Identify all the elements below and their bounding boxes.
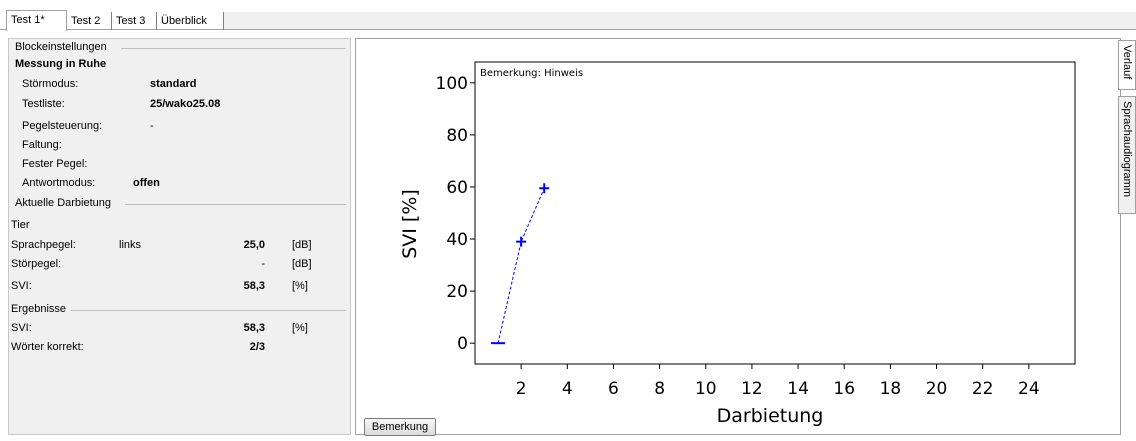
x-tick-label: 6 [608,379,619,399]
tab-bar: Test 1* Test 2 Test 3 Überblick [0,0,1136,34]
tab-sprachaudiogramm[interactable]: Sprachaudiogramm [1118,96,1136,214]
setting-label: Antwortmodus: [22,177,96,189]
result-label: SVI: [11,322,32,334]
tab-test-3[interactable]: Test 3 [112,12,157,30]
chart-annotation: Bemerkung: Hinweis [480,68,583,79]
current-unit: [dB] [292,258,312,270]
result-value: 58,3 [243,322,265,334]
tab-bar-line [0,29,1136,30]
x-tick-label: 2 [516,379,527,399]
y-tick-label: 20 [446,282,468,302]
y-ticks: 0 20 40 60 80 100 [436,74,475,354]
x-tick-label: 16 [833,379,855,399]
tab-verlauf[interactable]: Verlauf [1118,40,1136,90]
divider [121,48,346,49]
current-value: 58,3 [243,280,265,292]
y-tick-label: 80 [446,126,468,146]
plot-frame [474,61,1076,365]
block-settings-title: Blockeinstellungen [15,41,107,53]
results-title: Ergebnisse [11,303,67,315]
y-tick-label: 100 [436,74,468,94]
tab-test-2[interactable]: Test 2 [67,12,112,30]
result-label: Wörter korrekt: [11,341,84,353]
setting-value: 25/wako25.08 [150,98,221,110]
y-tick-label: 60 [446,178,468,198]
setting-value: - [150,120,154,132]
settings-panel: Blockeinstellungen Messung in Ruhe Störm… [8,38,351,435]
x-tick-label: 24 [1018,379,1040,399]
mode-title: Messung in Ruhe [15,58,107,70]
x-tick-label: 14 [787,379,809,399]
setting-label: Störmodus: [22,78,79,90]
setting-label: Testliste: [22,98,65,110]
tab-sprachaudiogramm-label: Sprachaudiogramm [1121,101,1133,197]
x-tick-label: 20 [926,379,948,399]
data-point [516,236,527,247]
x-tick-label: 22 [972,379,994,399]
series-line [497,188,545,344]
x-tick-label: 8 [654,379,665,399]
setting-label: Pegelsteuerung: [22,120,103,132]
current-value: 25,0 [243,239,265,251]
tab-ueberblick[interactable]: Überblick [157,12,224,30]
setting-value: standard [150,78,197,90]
x-tick-label: 12 [741,379,763,399]
current-label: Störpegel: [11,258,62,270]
bemerkung-button[interactable]: Bemerkung [364,418,436,436]
y-tick-label: 40 [446,230,468,250]
current-label: SVI: [11,280,32,292]
divider [71,310,346,311]
result-value: 2/3 [249,341,265,353]
x-ticks: 2 4 6 8 10 12 14 16 18 20 22 24 [516,364,1040,399]
setting-label: Faltung: [22,139,62,151]
x-tick-label: 4 [562,379,573,399]
tab-verlauf-label: Verlauf [1121,45,1133,80]
result-unit: [%] [292,322,308,334]
tab-bar-background [224,12,1136,30]
current-unit: [dB] [292,239,312,251]
setting-label: Fester Pegel: [22,158,88,170]
series [491,183,550,345]
y-axis-label: SVI [%] [399,189,421,259]
y-tick-label: 0 [457,334,468,354]
x-axis-label: Darbietung [717,405,824,427]
current-label: Sprachpegel: [11,239,76,251]
current-subtitle: Tier [11,219,30,231]
setting-value: offen [133,177,160,189]
current-title: Aktuelle Darbietung [15,197,112,209]
current-value: - [261,258,265,270]
tab-test-1[interactable]: Test 1* [6,10,67,31]
x-tick-label: 18 [880,379,902,399]
current-unit: [%] [292,280,308,292]
x-tick-label: 10 [695,379,717,399]
divider [125,204,346,205]
current-side: links [119,239,142,251]
data-point [539,183,550,194]
